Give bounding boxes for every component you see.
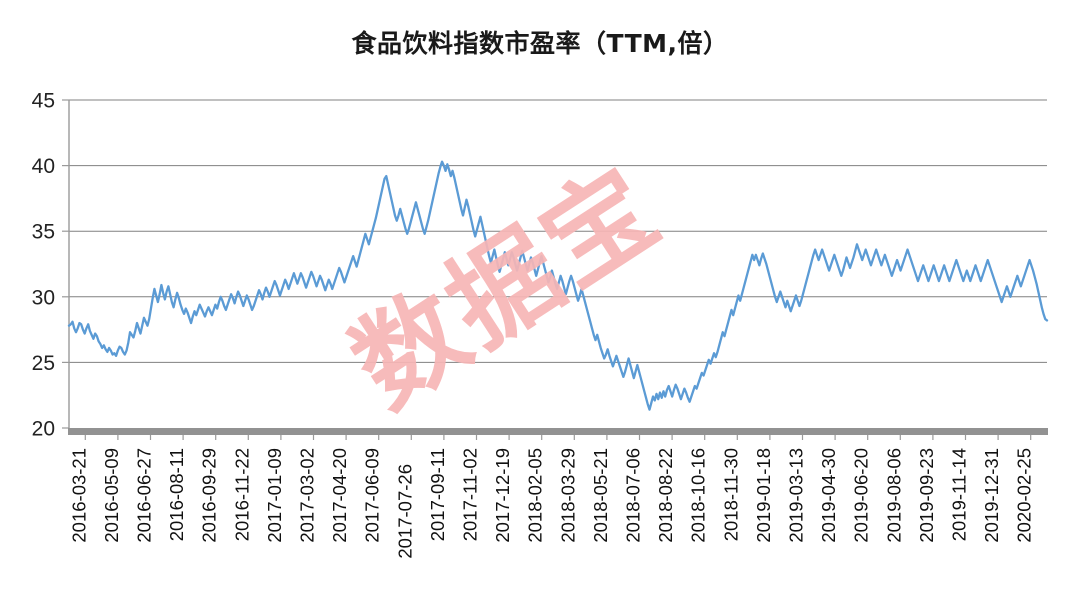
x-axis-tick-label: 2018-11-30 <box>720 448 741 541</box>
x-axis-tick-label: 2019-01-18 <box>753 448 774 543</box>
x-axis-tick-label: 2018-10-16 <box>688 448 709 543</box>
x-axis-tick-label: 2017-01-09 <box>264 448 285 543</box>
y-axis-tick-label: 25 <box>32 352 55 375</box>
data-series <box>67 160 1049 411</box>
x-axis-tick-label: 2016-09-29 <box>199 448 220 543</box>
series-line-pe-ttm <box>67 160 1049 411</box>
x-axis-tick-label: 2019-04-30 <box>818 448 839 543</box>
x-axis-tick-label: 2019-06-20 <box>851 448 872 543</box>
x-axis-tick-label: 2018-02-05 <box>525 448 546 543</box>
x-axis-tick-label: 2016-06-27 <box>134 448 155 543</box>
x-axis-tick-label: 2019-09-23 <box>916 448 937 543</box>
y-axis-tick-label: 30 <box>32 286 55 309</box>
x-axis-tick-label: 2016-11-22 <box>231 448 252 541</box>
x-axis-tick-label: 2018-07-06 <box>623 448 644 543</box>
x-axis-tick-label: 2019-12-31 <box>981 448 1002 543</box>
x-axis-tick-label: 2016-08-11 <box>166 448 187 541</box>
gridlines <box>69 99 1047 363</box>
x-axis-tick-label: 2018-05-21 <box>590 448 611 543</box>
x-axis-tick-label: 2019-11-14 <box>949 448 970 541</box>
axes <box>62 99 1048 440</box>
x-axis-tick-label: 2017-04-20 <box>329 448 350 543</box>
x-axis-tick-label: 2017-07-26 <box>394 464 415 559</box>
y-axis-tick-label: 45 <box>32 90 55 113</box>
y-axis-tick-label: 35 <box>32 221 55 244</box>
x-axis-tick-label: 2017-03-02 <box>297 448 318 543</box>
x-axis-tick-label: 2017-09-11 <box>427 448 448 541</box>
y-axis-tick-labels: 20 25 30 35 40 45 <box>32 90 55 441</box>
y-axis-tick-label: 40 <box>32 155 55 178</box>
x-axis-tick-label: 2019-03-13 <box>786 448 807 543</box>
x-axis-tick-label: 2018-03-29 <box>557 448 578 543</box>
x-axis-tick-label: 2018-08-22 <box>655 448 676 543</box>
x-axis-tick-label: 2020-02-25 <box>1014 448 1035 543</box>
x-axis-tick-labels: 2016-03-21 2016-05-09 2016-06-27 2016-08-11… <box>68 448 1034 559</box>
x-axis-tick-label: 2016-05-09 <box>101 448 122 543</box>
x-axis-tick-label: 2019-08-06 <box>883 448 904 543</box>
x-axis-tick-label: 2017-06-09 <box>362 448 383 543</box>
x-axis-tick-label: 2017-12-19 <box>492 448 513 543</box>
x-axis-tick-label: 2016-03-21 <box>68 448 89 543</box>
x-axis-tick-label: 2017-11-02 <box>460 448 481 541</box>
chart-title: 食品饮料指数市盈率（TTM,倍） <box>351 29 729 58</box>
y-axis-tick-label: 20 <box>32 418 55 441</box>
